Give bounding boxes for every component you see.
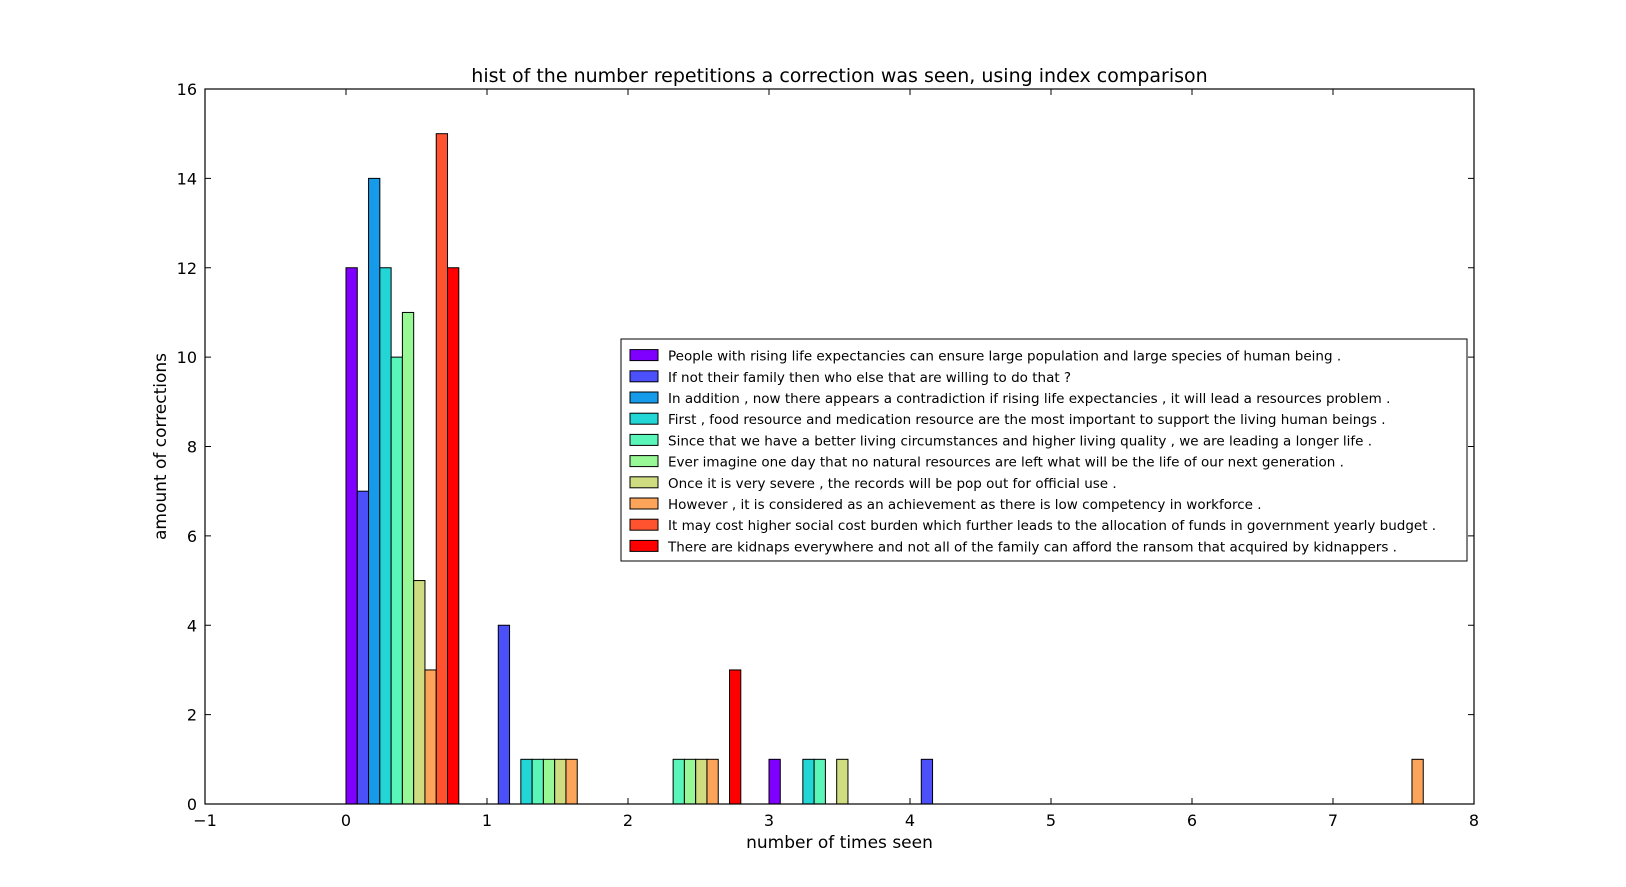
- bar-s9-bin0: [447, 267, 460, 805]
- legend-swatch: [629, 370, 659, 383]
- legend-swatch: [629, 497, 659, 510]
- y-tick-label: 8: [187, 438, 197, 457]
- bar-s5-bin1: [542, 758, 556, 805]
- bar-s5-bin2: [683, 758, 697, 805]
- bar-s0-bin3: [768, 758, 781, 805]
- bar-s7-bin0: [424, 669, 437, 805]
- legend-entry-label: There are kidnaps everywhere and not all…: [667, 539, 1397, 555]
- bar-s3-bin1: [520, 758, 533, 805]
- bar-s2-bin0: [368, 177, 381, 805]
- legend-entry-label: Ever imagine one day that no natural res…: [668, 455, 1344, 471]
- legend-swatch: [629, 455, 659, 468]
- legend-swatch: [629, 433, 659, 446]
- y-tick-label: 10: [177, 348, 197, 367]
- bar-s7-bin7: [1411, 758, 1424, 805]
- x-tick-label: 0: [341, 811, 351, 830]
- x-tick-label: 3: [764, 811, 774, 830]
- legend-entry-label: It may cost higher social cost burden wh…: [668, 518, 1436, 534]
- bar-s4-bin2: [672, 758, 685, 805]
- y-tick-label: 12: [177, 259, 197, 278]
- bars-group: [345, 133, 1424, 805]
- y-tick-label: 0: [187, 795, 197, 814]
- bar-s0-bin0: [345, 267, 358, 805]
- legend-entry-label: First , food resource and medication res…: [668, 412, 1386, 428]
- x-axis-label: number of times seen: [746, 833, 933, 853]
- bar-s1-bin4: [920, 758, 934, 805]
- bar-s1-bin0: [356, 490, 370, 805]
- legend-frame: [620, 338, 1468, 562]
- y-tick-label: 14: [177, 169, 197, 188]
- bar-s6-bin0: [413, 580, 426, 805]
- bar-s3-bin3: [802, 758, 815, 805]
- legend-swatch: [629, 391, 659, 404]
- bar-s6-bin1: [554, 758, 567, 805]
- x-tick-label: 5: [1046, 811, 1056, 830]
- legend-swatch: [629, 476, 659, 489]
- y-axis-label: amount of corrections: [151, 353, 171, 540]
- x-tick-label: 2: [623, 811, 633, 830]
- legend-swatch: [629, 349, 659, 362]
- x-tick-label: 8: [1469, 811, 1479, 830]
- legend: People with rising life expectancies can…: [620, 338, 1468, 562]
- bar-s4-bin0: [390, 356, 403, 805]
- y-tick-label: 6: [187, 527, 197, 546]
- y-tick-label: 4: [187, 616, 197, 635]
- bar-s3-bin0: [379, 267, 392, 805]
- bar-s7-bin1: [565, 758, 578, 805]
- y-tick-label: 16: [177, 80, 197, 99]
- legend-swatch: [629, 539, 659, 552]
- bar-s8-bin0: [435, 133, 449, 805]
- x-tick-label: 4: [905, 811, 915, 830]
- legend-entry-label: Once it is very severe , the records wil…: [668, 476, 1117, 492]
- x-tick-label: 7: [1328, 811, 1338, 830]
- legend-swatch: [629, 518, 659, 531]
- legend-entry-label: Since that we have a better living circu…: [668, 433, 1372, 449]
- bar-s4-bin1: [531, 758, 544, 805]
- x-tick-label: −1: [193, 811, 217, 830]
- bar-s9-bin2: [729, 669, 742, 805]
- legend-swatch: [629, 412, 659, 425]
- bar-s5-bin0: [401, 311, 415, 805]
- bar-s4-bin3: [813, 758, 826, 805]
- bar-s6-bin2: [695, 758, 708, 805]
- x-tick-label: 1: [482, 811, 492, 830]
- bar-s6-bin3: [836, 758, 849, 805]
- legend-entry-label: If not their family then who else that a…: [668, 370, 1071, 386]
- legend-entry-label: However , it is considered as an achieve…: [668, 497, 1262, 513]
- y-tick-label: 2: [187, 706, 197, 725]
- bar-s1-bin1: [497, 624, 511, 805]
- x-tick-label: 6: [1187, 811, 1197, 830]
- chart-title: hist of the number repetitions a correct…: [471, 65, 1207, 87]
- legend-entry-label: People with rising life expectancies can…: [668, 349, 1341, 365]
- legend-entry-label: In addition , now there appears a contra…: [668, 391, 1390, 407]
- bar-s7-bin2: [706, 758, 719, 805]
